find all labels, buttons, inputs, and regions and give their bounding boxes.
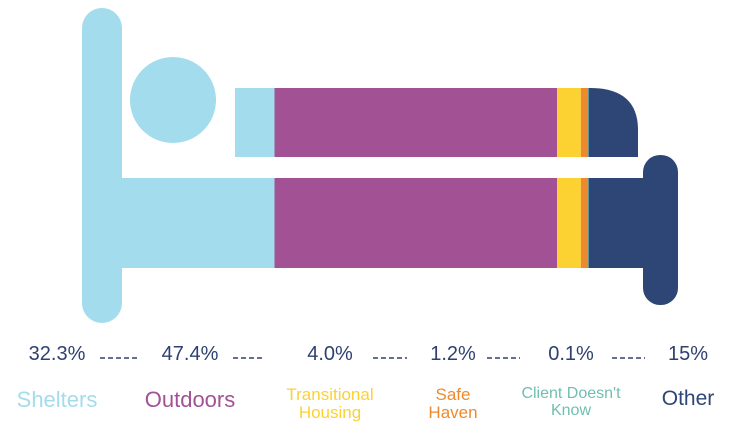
category-label: Shelters xyxy=(16,387,98,412)
bar-segment-top xyxy=(557,88,581,157)
pillow xyxy=(130,57,216,143)
bar-segment-top xyxy=(580,88,589,157)
bar-segment-top xyxy=(235,88,275,157)
bar-segment xyxy=(588,178,589,268)
bar-segment xyxy=(580,178,589,268)
bar-segment xyxy=(274,178,558,268)
mattress-top xyxy=(235,88,638,157)
value-label: 32.3% xyxy=(28,343,86,365)
category-label: Client Doesn't Know xyxy=(521,385,621,419)
category-label: Safe Haven xyxy=(428,385,478,422)
bar-segment-top xyxy=(588,88,589,157)
footboard xyxy=(643,155,678,305)
bar-segment-top xyxy=(274,88,558,157)
bar-segment xyxy=(588,178,650,268)
bar-segment-top xyxy=(588,88,638,157)
value-label: 15% xyxy=(667,343,709,365)
value-label: 47.4% xyxy=(161,343,219,365)
value-label: 1.2% xyxy=(430,343,476,365)
value-label: 4.0% xyxy=(307,343,353,365)
bar-segment xyxy=(120,178,275,268)
category-label: Transitional Housing xyxy=(286,385,374,422)
headboard xyxy=(82,8,122,323)
value-label: 0.1% xyxy=(548,343,594,365)
category-label: Other xyxy=(661,387,715,410)
bar-segment xyxy=(557,178,581,268)
category-label: Outdoors xyxy=(144,387,236,412)
